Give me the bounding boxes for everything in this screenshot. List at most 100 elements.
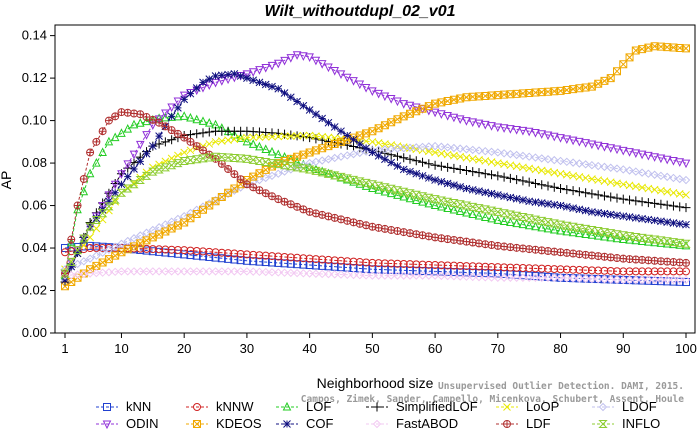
data-point bbox=[675, 277, 684, 286]
data-point bbox=[606, 275, 615, 284]
data-point bbox=[612, 193, 622, 203]
data-point bbox=[230, 135, 239, 144]
data-point bbox=[166, 161, 177, 170]
data-point bbox=[255, 251, 264, 260]
data-point bbox=[531, 153, 540, 162]
legend-item-ldf: LDF bbox=[496, 416, 551, 431]
data-point bbox=[249, 257, 258, 266]
data-point bbox=[286, 268, 296, 278]
data-point bbox=[431, 267, 440, 276]
data-point bbox=[518, 126, 528, 136]
data-point bbox=[267, 61, 277, 71]
data-point bbox=[631, 267, 640, 276]
data-point bbox=[562, 273, 572, 283]
data-point bbox=[380, 265, 389, 274]
data-point bbox=[230, 249, 239, 258]
data-point bbox=[650, 275, 659, 285]
data-point bbox=[374, 265, 383, 274]
data-point bbox=[405, 271, 415, 280]
data-point bbox=[136, 173, 145, 182]
data-point bbox=[248, 139, 258, 148]
data-point bbox=[462, 207, 471, 217]
data-point bbox=[110, 195, 120, 204]
data-point bbox=[487, 170, 497, 180]
data-point bbox=[600, 275, 609, 284]
data-point bbox=[292, 163, 302, 172]
data-point bbox=[110, 132, 120, 142]
data-point bbox=[330, 66, 340, 76]
data-point bbox=[217, 71, 226, 80]
legend-label: FastABOD bbox=[396, 416, 458, 431]
data-point bbox=[330, 123, 339, 131]
data-point bbox=[386, 94, 396, 104]
data-point bbox=[618, 231, 628, 240]
data-point bbox=[267, 159, 277, 168]
data-point bbox=[418, 271, 427, 280]
data-point bbox=[500, 263, 509, 272]
data-point bbox=[581, 174, 590, 182]
data-point bbox=[556, 265, 565, 274]
data-point bbox=[405, 143, 415, 152]
data-point bbox=[450, 151, 458, 160]
data-point bbox=[111, 112, 120, 121]
data-point bbox=[575, 228, 584, 238]
data-point bbox=[399, 165, 408, 174]
data-point bbox=[462, 268, 471, 277]
data-point bbox=[337, 256, 345, 265]
data-point bbox=[663, 218, 672, 226]
data-point bbox=[506, 217, 515, 227]
data-point bbox=[186, 146, 195, 155]
data-point bbox=[393, 144, 402, 153]
data-point bbox=[255, 133, 264, 142]
data-point bbox=[374, 223, 383, 232]
data-point bbox=[682, 220, 690, 229]
data-point bbox=[644, 267, 653, 276]
data-point bbox=[311, 166, 321, 175]
data-point bbox=[73, 259, 82, 269]
data-point bbox=[211, 72, 220, 80]
series-line-ldof bbox=[64, 145, 687, 270]
data-point bbox=[562, 185, 572, 195]
data-point bbox=[525, 197, 534, 206]
data-point bbox=[255, 257, 264, 266]
data-point bbox=[430, 200, 440, 210]
data-point bbox=[148, 167, 158, 176]
data-point bbox=[399, 143, 408, 153]
data-point bbox=[468, 145, 477, 155]
data-point bbox=[412, 230, 421, 239]
data-point bbox=[186, 137, 195, 146]
data-point bbox=[274, 84, 283, 93]
data-point bbox=[173, 111, 183, 121]
data-point bbox=[593, 161, 603, 171]
data-point bbox=[318, 114, 327, 123]
data-point bbox=[361, 178, 371, 187]
data-point bbox=[606, 232, 616, 242]
data-point bbox=[224, 70, 232, 79]
data-point bbox=[587, 274, 597, 284]
data-point bbox=[681, 175, 691, 185]
data-point bbox=[318, 132, 327, 141]
data-point bbox=[556, 273, 565, 282]
data-point bbox=[123, 123, 133, 133]
data-point bbox=[487, 122, 496, 131]
data-point bbox=[480, 120, 490, 130]
data-point bbox=[311, 56, 321, 66]
data-point bbox=[242, 70, 252, 79]
data-point bbox=[556, 134, 565, 143]
data-point bbox=[274, 268, 283, 277]
data-point bbox=[230, 255, 239, 264]
data-point bbox=[606, 74, 615, 83]
data-point bbox=[142, 131, 151, 140]
data-point bbox=[243, 133, 251, 142]
data-point bbox=[650, 216, 659, 225]
data-point bbox=[380, 224, 389, 233]
data-point bbox=[569, 171, 577, 180]
data-point bbox=[544, 264, 552, 273]
data-point bbox=[481, 157, 490, 165]
data-point bbox=[531, 165, 540, 174]
data-point bbox=[242, 256, 251, 265]
data-point bbox=[656, 154, 666, 164]
data-point bbox=[317, 60, 327, 69]
data-point bbox=[330, 171, 340, 180]
data-point bbox=[180, 95, 189, 104]
